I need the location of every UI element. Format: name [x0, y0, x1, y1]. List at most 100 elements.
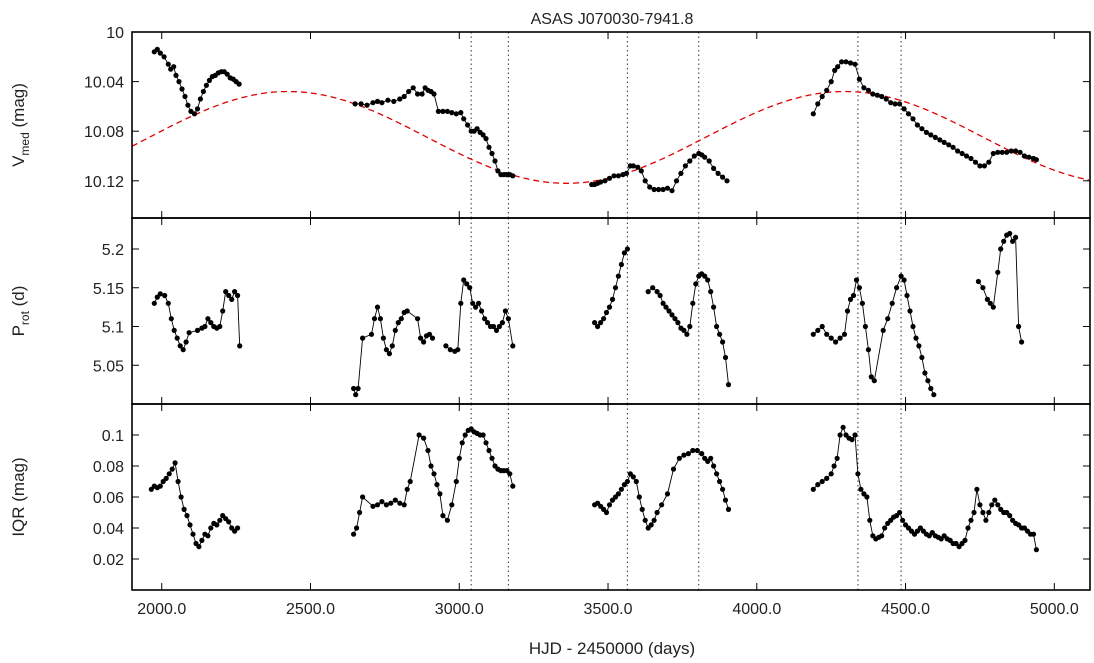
data-point [199, 537, 205, 544]
data-point [618, 261, 625, 268]
data-point [179, 86, 185, 92]
data-point [380, 335, 386, 341]
data-point [907, 308, 913, 314]
data-point [415, 91, 421, 97]
y-tick-label: 5.1 [102, 320, 124, 337]
data-point [176, 79, 182, 85]
y-axis-label-unit: (mag) [9, 83, 28, 132]
data-point [843, 59, 849, 65]
data-line [154, 48, 1037, 192]
data-line [153, 232, 1023, 397]
data-point [861, 85, 867, 91]
data-point [904, 292, 910, 299]
model-curve [132, 90, 1089, 184]
data-point [870, 91, 876, 97]
data-point [714, 471, 720, 477]
data-point [206, 77, 212, 83]
data-point [226, 292, 232, 299]
y-tick-label: 5.15 [93, 281, 124, 298]
data-point [834, 455, 840, 461]
data-point [200, 88, 206, 95]
data-point [226, 519, 232, 525]
data-point [456, 455, 462, 461]
data-point [720, 486, 726, 492]
data-point [852, 432, 858, 438]
panel-3: 0.02 0.04 0.06 0.08 0.1 2000.0 2500.0 3000.0 350… [9, 403, 1091, 618]
data-point [486, 447, 492, 454]
y-tick-label: 0.06 [93, 490, 124, 507]
data-point [352, 101, 358, 107]
data-point [659, 502, 665, 508]
data-point [440, 108, 446, 114]
data-point [664, 185, 671, 191]
data-point [983, 517, 989, 523]
data-point [975, 278, 982, 285]
panel-1: 10 10.04 10.08 10.12 Vmed (mag) [9, 25, 1091, 219]
data-point [965, 525, 971, 531]
data-point [447, 347, 453, 353]
data-point [1030, 531, 1037, 537]
data-point [462, 432, 468, 438]
data-point [708, 455, 714, 461]
data-point [623, 170, 630, 176]
data-point [651, 186, 657, 193]
data-point [615, 491, 622, 497]
data-point [621, 250, 628, 256]
data-point [171, 64, 177, 70]
data-point [465, 122, 471, 128]
y-tick-label: 10.08 [84, 124, 124, 141]
data-point [370, 100, 376, 106]
data-point [194, 327, 201, 333]
data-point [479, 308, 485, 314]
data-point [995, 502, 1001, 508]
data-point [905, 111, 912, 117]
data-point [955, 148, 961, 154]
data-point [720, 174, 726, 180]
data-point [865, 347, 872, 353]
data-point [630, 474, 636, 480]
data-point [673, 178, 680, 184]
data-point [657, 292, 663, 299]
data-point [370, 503, 376, 509]
data-point [894, 285, 900, 291]
data-point [598, 179, 604, 185]
data-point [885, 316, 891, 322]
data-point [636, 494, 642, 500]
data-point [351, 531, 357, 537]
data-point [1033, 157, 1039, 163]
data-point [473, 304, 479, 310]
data-point [914, 122, 921, 128]
data-point [706, 158, 712, 164]
data-point [901, 277, 907, 283]
data-point [840, 424, 846, 430]
data-point [1033, 547, 1039, 553]
data-point [480, 132, 486, 138]
data-point [642, 517, 648, 523]
data-point [186, 330, 192, 336]
data-point [931, 392, 937, 398]
data-point [638, 168, 644, 174]
data-point [720, 339, 726, 345]
data-point [598, 320, 604, 326]
data-point [169, 466, 175, 472]
data-point [844, 308, 851, 314]
data-point [984, 296, 991, 302]
data-point [714, 323, 720, 330]
data-point [855, 471, 861, 477]
data-point [157, 483, 163, 489]
data-point [385, 97, 391, 103]
data-point [1007, 513, 1013, 519]
data-point [841, 331, 848, 337]
y-axis-label-unit: (d) [9, 286, 28, 312]
x-tick-label: 4500.0 [881, 601, 930, 618]
data-point [220, 308, 226, 314]
data-point [858, 486, 864, 492]
data-point [647, 184, 653, 190]
data-point [374, 502, 381, 508]
data-point [459, 440, 465, 446]
data-point [919, 126, 925, 132]
data-point [467, 285, 473, 291]
y-axis-label: Prot (d) [9, 286, 32, 337]
data-point [444, 517, 450, 523]
data-point [374, 98, 381, 104]
